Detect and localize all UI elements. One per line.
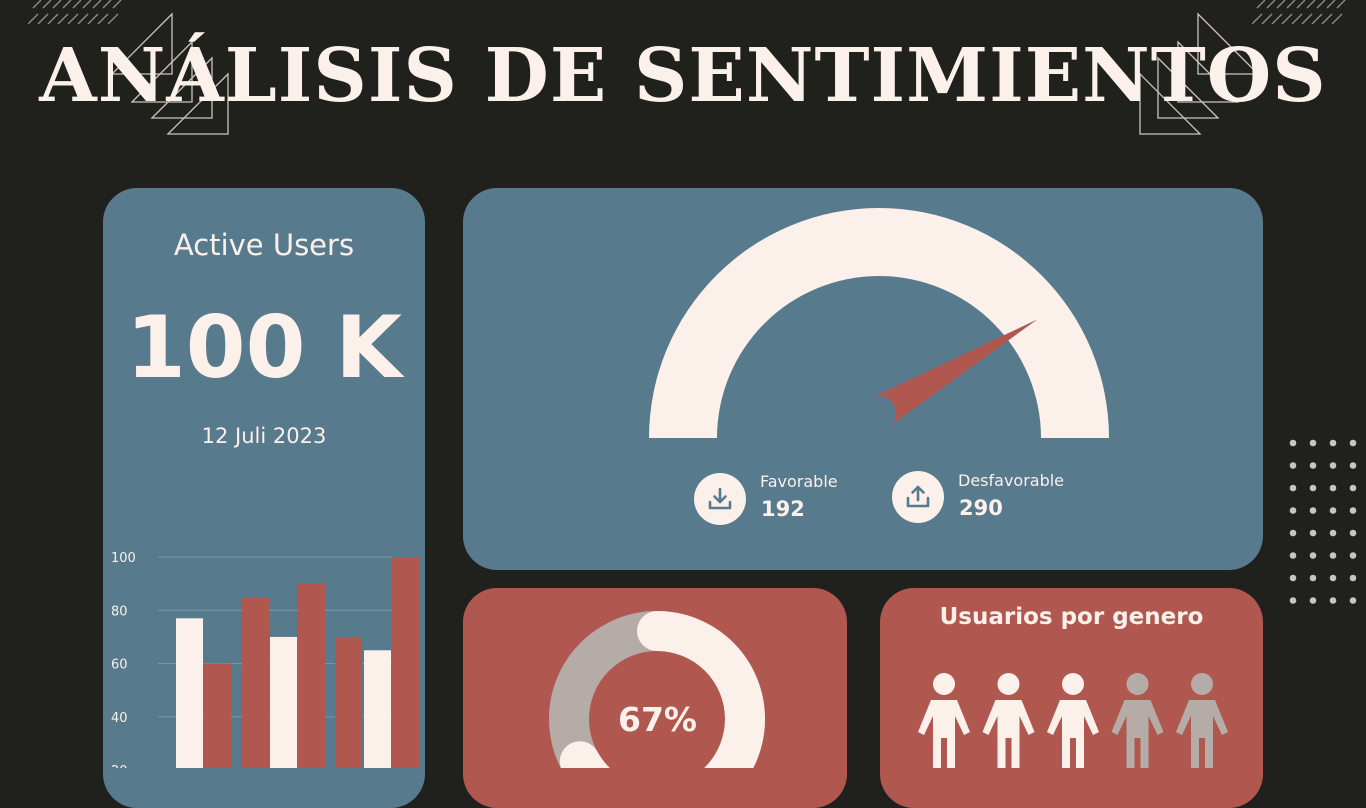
decoration-dot bbox=[1289, 462, 1297, 469]
decoration-dot bbox=[1329, 574, 1337, 582]
bar-series-2 bbox=[335, 636, 362, 768]
favorable-icon-button bbox=[694, 473, 746, 525]
decoration-dot bbox=[1309, 529, 1317, 537]
decoration-dot bbox=[1309, 484, 1317, 492]
bar-series-1 bbox=[270, 636, 297, 768]
decoration-dot bbox=[1309, 462, 1317, 469]
decoration-dot bbox=[1309, 439, 1317, 447]
decoration-dot bbox=[1329, 462, 1337, 469]
favorable-label: Favorable bbox=[760, 472, 838, 491]
dot-grid-decoration bbox=[1289, 439, 1357, 604]
hatch-decoration-top-right bbox=[1252, 0, 1346, 24]
y-tick-label: 80 bbox=[111, 604, 128, 619]
bar-series-1 bbox=[364, 650, 391, 768]
decoration-dot bbox=[1289, 484, 1297, 492]
donut-progress bbox=[549, 611, 765, 768]
person-icon bbox=[1111, 673, 1164, 768]
person-icon-highlighted bbox=[918, 673, 970, 768]
decoration-dot bbox=[1309, 552, 1317, 559]
bar-series-2 bbox=[298, 583, 325, 768]
active-users-date: 12 Juli 2023 bbox=[201, 424, 327, 448]
donut-chart bbox=[549, 611, 765, 768]
decoration-dot bbox=[1309, 574, 1317, 582]
bar-chart: 100 80 60 40 20 bbox=[111, 551, 419, 768]
page-title: ANÁLISIS DE SENTIMIENTOS bbox=[39, 33, 1327, 119]
decoration-dot bbox=[1329, 439, 1337, 447]
unfavorable-value: 290 bbox=[959, 496, 1003, 520]
bar-series-2 bbox=[242, 596, 269, 768]
y-tick-label: 20 bbox=[111, 764, 128, 768]
decoration-dot bbox=[1289, 529, 1297, 537]
decoration-dot bbox=[1349, 529, 1357, 537]
decoration-dot bbox=[1349, 597, 1357, 604]
y-tick-label: 100 bbox=[111, 551, 136, 566]
bar-series-2 bbox=[392, 557, 419, 768]
decoration-dot bbox=[1309, 597, 1317, 604]
decoration-dot bbox=[1289, 439, 1297, 447]
decoration-dot bbox=[1349, 484, 1357, 492]
y-tick-label: 40 bbox=[111, 711, 128, 726]
triangle-decoration-right bbox=[1139, 12, 1260, 135]
upload-icon bbox=[906, 485, 930, 508]
triangle-decoration-left bbox=[110, 12, 229, 135]
donut-percentage: 67% bbox=[618, 700, 697, 739]
person-icon-highlighted bbox=[982, 673, 1035, 768]
decoration-dot bbox=[1329, 552, 1337, 559]
gauge-needle bbox=[870, 319, 1038, 428]
hatch-decoration-top-left bbox=[28, 0, 122, 24]
decoration-dot bbox=[1329, 507, 1337, 514]
decoration-dot bbox=[1349, 439, 1357, 447]
download-icon bbox=[708, 487, 732, 510]
decoration-dot bbox=[1329, 529, 1337, 537]
gender-people-chart bbox=[918, 673, 1228, 768]
decoration-dot bbox=[1349, 507, 1357, 514]
decoration-dot bbox=[1349, 462, 1357, 469]
decoration-dot bbox=[1289, 597, 1297, 604]
decoration-dot bbox=[1289, 552, 1297, 559]
active-users-value: 100 K bbox=[125, 298, 403, 398]
unfavorable-label: Desfavorable bbox=[958, 471, 1065, 490]
bar-series-2 bbox=[204, 663, 231, 768]
decoration-dot bbox=[1329, 484, 1337, 492]
person-icon-highlighted bbox=[1047, 673, 1099, 768]
gauge-arc bbox=[649, 208, 1109, 438]
decoration-dot bbox=[1309, 507, 1317, 514]
unfavorable-icon-button bbox=[892, 471, 944, 523]
decoration-dot bbox=[1289, 507, 1297, 514]
gender-title: Usuarios por genero bbox=[939, 604, 1204, 630]
bar-series-1 bbox=[176, 618, 203, 768]
favorable-value: 192 bbox=[761, 497, 805, 521]
decoration-dot bbox=[1329, 597, 1337, 604]
y-tick-label: 60 bbox=[111, 658, 128, 673]
decoration-dot bbox=[1289, 574, 1297, 582]
person-icon bbox=[1176, 673, 1228, 768]
decoration-dot bbox=[1349, 552, 1357, 559]
sentiment-gauge bbox=[649, 208, 1109, 438]
decoration-dot bbox=[1349, 574, 1357, 582]
active-users-label: Active Users bbox=[173, 228, 355, 262]
